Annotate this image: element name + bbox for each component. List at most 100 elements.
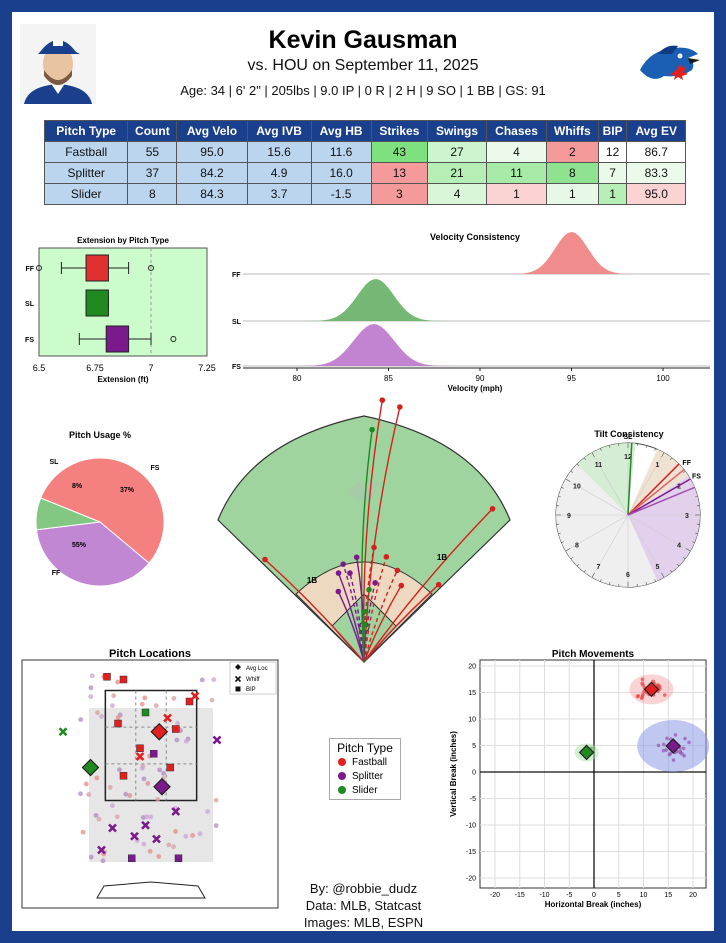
pitch-dot xyxy=(174,737,180,743)
minute-tick xyxy=(692,541,695,543)
x-tick-label: 0 xyxy=(592,892,596,899)
x-tick-label: -15 xyxy=(515,892,525,899)
minute-tick xyxy=(558,496,561,498)
pitch-dot xyxy=(190,833,195,838)
x-tick-label: 15 xyxy=(664,892,672,899)
hour-label: 10 xyxy=(573,484,581,491)
pitch-dot xyxy=(88,685,94,691)
pitch-dot xyxy=(153,703,159,709)
bip-marker xyxy=(185,697,194,706)
minute-tick xyxy=(583,457,586,461)
legend-dot xyxy=(338,772,346,780)
table-header-row: Pitch Type Count Avg Velo Avg IVB Avg HB Stri… xyxy=(43,120,686,142)
x-tick-label: -20 xyxy=(490,892,500,899)
pitch-dot xyxy=(156,854,162,859)
minute-tick xyxy=(645,582,647,585)
y-tick-label: FF xyxy=(25,266,34,273)
whiff-marker xyxy=(141,820,150,830)
pitch-dot xyxy=(213,797,219,803)
avg-location-Slider xyxy=(81,758,100,777)
slice-FS xyxy=(35,521,150,587)
tilt-line xyxy=(627,486,695,516)
pitch-dot xyxy=(171,844,176,850)
table-cell: 8 xyxy=(127,183,178,205)
sector-ff xyxy=(628,449,689,515)
usage-pie: Pitch Usage % 55% 37% 8% FF FS SL xyxy=(35,430,165,587)
whiff-marker xyxy=(152,834,161,844)
x-tick-label: 6.75 xyxy=(86,363,104,373)
slice-FF xyxy=(40,457,165,564)
hit-point xyxy=(435,581,442,588)
y-tick-label: 20 xyxy=(468,664,476,671)
legend-item: Slider xyxy=(330,783,400,797)
tilt-label: FS xyxy=(692,474,701,481)
minute-tick xyxy=(645,445,647,448)
x-tick-label: 7.25 xyxy=(198,363,216,373)
box-FF xyxy=(85,254,109,282)
movement-dot xyxy=(655,683,660,688)
pitch-dot xyxy=(213,823,219,829)
hour-spoke xyxy=(565,478,629,516)
x-axis-label: Horizontal Break (inches) xyxy=(545,900,642,909)
ridge-SL xyxy=(223,279,726,321)
outlier xyxy=(148,265,154,271)
table-row: Slider 8 84.3 3.7 -1.5 3 4 1 1 1 95.0 xyxy=(43,183,686,205)
hit-point xyxy=(489,505,496,512)
table-cell: 27 xyxy=(427,141,488,163)
whiff-marker xyxy=(212,735,222,745)
bip-marker xyxy=(150,750,158,758)
slice-SL xyxy=(35,497,102,531)
tilt-label: FF xyxy=(682,460,691,467)
legend-text: Avg Loc xyxy=(246,666,268,672)
pitch-dot xyxy=(140,815,146,820)
legend-label: Fastball xyxy=(352,756,388,768)
hit-point xyxy=(397,404,403,410)
whiff-marker xyxy=(97,845,106,855)
pitch-dot xyxy=(141,841,147,847)
minute-tick xyxy=(591,572,595,578)
hour-spoke xyxy=(627,514,665,578)
chart-title: Pitch Locations xyxy=(109,648,191,660)
table-cell: 3 xyxy=(370,183,429,205)
legend-title: Pitch Type xyxy=(337,741,393,755)
pitch-dot xyxy=(183,833,189,839)
table-cell: 13 xyxy=(370,162,429,184)
movement-dot xyxy=(681,746,686,751)
hit-trajectory xyxy=(362,624,366,663)
x-tick-label: 95 xyxy=(567,374,576,383)
x-tick-label: 7 xyxy=(148,363,153,373)
player-name: Kevin Gausman xyxy=(268,26,458,54)
pitch-dot xyxy=(148,814,154,820)
hit-trajectory xyxy=(337,591,365,663)
pitch-dot xyxy=(110,803,115,809)
y-tick-label: FS xyxy=(25,337,34,344)
pitch-dot xyxy=(211,677,217,683)
credit-images: Images: MLB, ESPN xyxy=(303,915,424,930)
pitch-dot xyxy=(94,710,100,716)
legend-item: Fastball xyxy=(330,755,400,769)
table-cell: Slider xyxy=(43,183,129,205)
hour-label: 8 xyxy=(575,543,579,550)
credit-data: Data: MLB, Statcast xyxy=(305,898,422,913)
sector-fs xyxy=(628,475,700,581)
minute-tick xyxy=(695,496,698,498)
hour-label: 2 xyxy=(677,484,681,491)
pitch-dot xyxy=(80,829,86,835)
column-header: Swings xyxy=(427,120,488,142)
pitch-dot xyxy=(86,792,92,797)
tilt-label: SL xyxy=(624,434,634,441)
avg-movement-Splitter xyxy=(665,738,682,754)
hour-spoke xyxy=(591,514,629,578)
legend-label: Splitter xyxy=(352,770,384,782)
minute-tick xyxy=(583,569,586,573)
pitch-dot xyxy=(93,812,99,818)
whiff-marker xyxy=(130,831,139,841)
pitch-dot xyxy=(107,785,113,790)
minute-tick xyxy=(561,487,564,489)
pitch-dot xyxy=(83,781,89,787)
hit-point xyxy=(379,397,386,403)
minute-tick xyxy=(576,463,580,467)
minute-tick xyxy=(600,579,602,582)
blue-jays-logo xyxy=(640,45,700,80)
